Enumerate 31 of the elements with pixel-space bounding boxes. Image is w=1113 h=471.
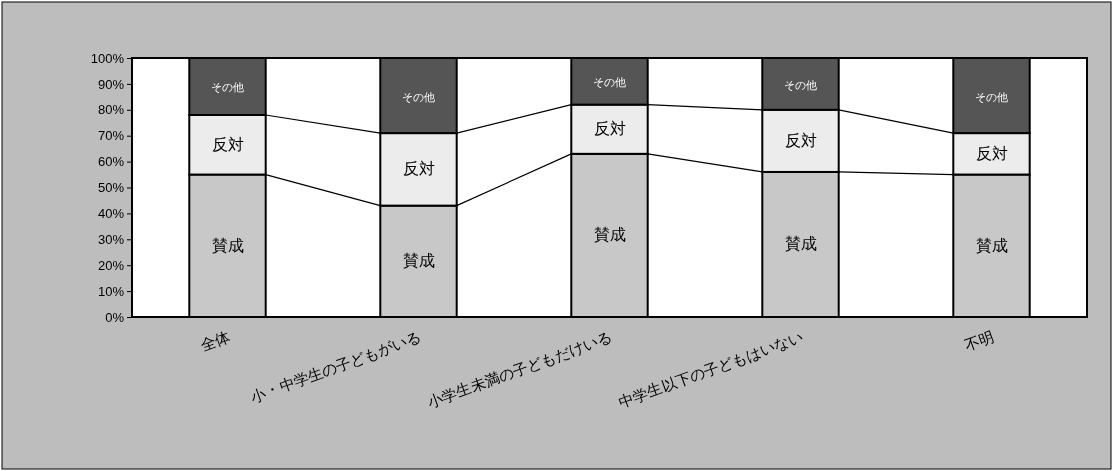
series-label: 反対 (975, 143, 1008, 163)
x-tick-label: 中学生以下の子どもはいない (616, 327, 806, 412)
y-tick-label: 80% (97, 102, 125, 118)
y-tick-label: 50% (97, 180, 125, 196)
y-tick-label: 90% (97, 76, 125, 92)
y-tick-label: 70% (97, 128, 125, 144)
y-tick-label: 0% (105, 309, 125, 325)
y-tick-label: 20% (97, 257, 125, 273)
text: その他 (211, 81, 244, 95)
text: 反対 (593, 119, 626, 139)
y-tick-label: 100% (90, 50, 125, 66)
text: その他 (975, 90, 1008, 104)
y-tick-label: 60% (97, 154, 125, 170)
text: 賛成 (784, 234, 817, 254)
text: 賛成 (975, 235, 1008, 255)
text: 反対 (211, 134, 244, 154)
text: 賛成 (593, 225, 626, 245)
y-tick-label: 40% (97, 206, 125, 222)
x-tick-label: 全体 (198, 327, 233, 356)
y-tick-label: 10% (97, 283, 125, 299)
text: その他 (402, 90, 435, 104)
x-tick-label: 小・中学生の子どもがいる (248, 327, 424, 407)
text: 反対 (784, 130, 817, 150)
series-label: 賛成 (211, 235, 244, 255)
series-label: その他 (593, 76, 626, 90)
y-tick-label: 30% (97, 231, 125, 247)
x-tick-label: 不明 (962, 327, 997, 356)
x-tick-label: 小学生未満の子どもだけいる (425, 327, 615, 412)
text: 賛成 (402, 251, 435, 271)
text: 反対 (402, 159, 435, 179)
text: その他 (784, 78, 817, 92)
